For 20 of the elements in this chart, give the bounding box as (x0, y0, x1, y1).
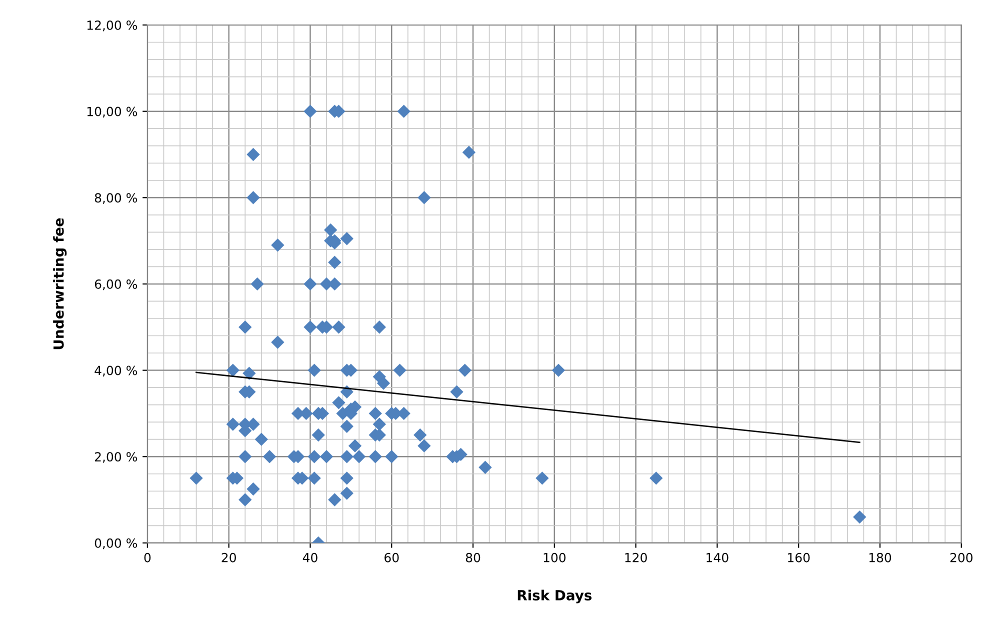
y-tick-label: 8,00 % (94, 193, 138, 204)
y-tick-label: 12,00 % (87, 20, 138, 32)
x-tick-label: 0 (144, 552, 151, 562)
x-axis-title: Risk Days (518, 590, 592, 604)
y-tick-label: 6,00 % (94, 279, 138, 290)
x-tick-label: 100 (544, 552, 566, 562)
x-tick-label: 140 (706, 552, 728, 562)
y-axis-title: Underwriting fee (53, 218, 67, 350)
y-tick-label: 4,00 % (94, 366, 138, 376)
x-tick-label: 80 (466, 552, 480, 562)
y-tick-label: 10,00 % (87, 106, 138, 118)
x-tick-label: 60 (384, 552, 399, 562)
x-tick-label: 40 (302, 552, 318, 562)
x-tick-label: 120 (625, 552, 647, 562)
x-tick-label: 180 (869, 552, 892, 562)
y-tick-label: 0,00 % (94, 538, 138, 550)
x-tick-label: 200 (950, 552, 972, 562)
y-tick-label: 2,00 % (94, 452, 138, 463)
x-tick-label: 20 (222, 552, 236, 562)
x-tick-label: 160 (788, 552, 810, 562)
